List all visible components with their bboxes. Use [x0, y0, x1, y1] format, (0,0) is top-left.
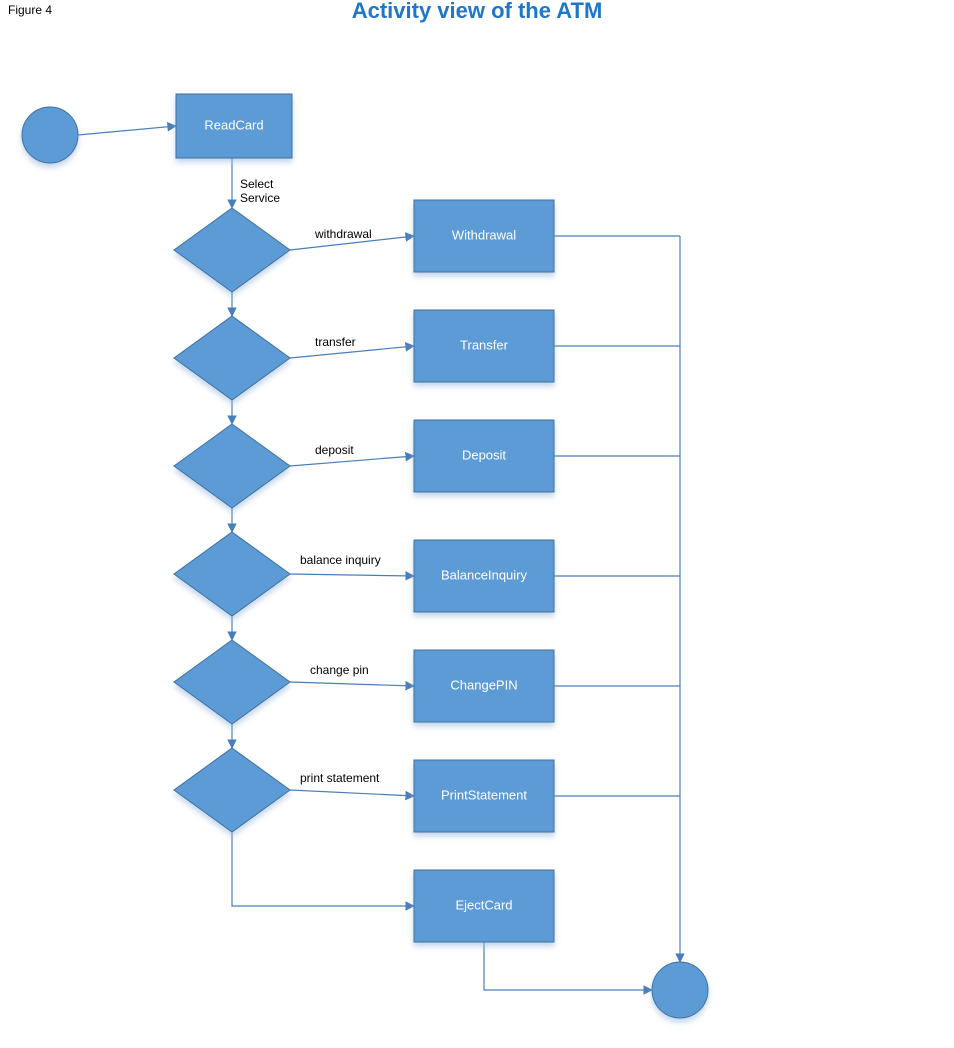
svg-text:Activity view of the ATM: Activity view of the ATM [352, 0, 603, 23]
edge-d6-p6 [290, 790, 414, 796]
node-d5 [174, 640, 290, 724]
svg-text:ChangePIN: ChangePIN [450, 677, 517, 692]
edge-d3-p3 [290, 456, 414, 466]
node-d3 [174, 424, 290, 508]
edge-label-deposit: deposit [315, 443, 354, 457]
edge-d6-eject [232, 832, 414, 906]
svg-text:Withdrawal: Withdrawal [452, 227, 516, 242]
edge-label-pin: change pin [310, 663, 369, 677]
node-d1 [174, 208, 290, 292]
edge-start-read_card [78, 126, 176, 135]
svg-text:Figure 4: Figure 4 [8, 3, 52, 17]
node-end [652, 962, 708, 1018]
edge-label-withdrawal: withdrawal [314, 227, 372, 241]
edge-eject-end [484, 942, 652, 990]
edge-label-statement: print statement [300, 771, 380, 785]
edge-d4-p4 [290, 574, 414, 576]
node-d6 [174, 748, 290, 832]
svg-text:Deposit: Deposit [462, 447, 506, 462]
edge-d5-p5 [290, 682, 414, 686]
node-d2 [174, 316, 290, 400]
svg-text:PrintStatement: PrintStatement [441, 787, 527, 802]
svg-text:Transfer: Transfer [460, 337, 509, 352]
edge-label-transfer: transfer [315, 335, 356, 349]
node-start [22, 107, 78, 163]
svg-text:BalanceInquiry: BalanceInquiry [441, 567, 527, 582]
svg-text:EjectCard: EjectCard [455, 897, 512, 912]
flowchart-canvas: Figure 4 Activity view of the ATM SelectSe… [0, 0, 954, 1048]
edge-label-select_service: SelectService [240, 177, 280, 205]
node-d4 [174, 532, 290, 616]
edge-label-balance: balance inquiry [300, 553, 381, 567]
svg-text:ReadCard: ReadCard [204, 117, 263, 132]
